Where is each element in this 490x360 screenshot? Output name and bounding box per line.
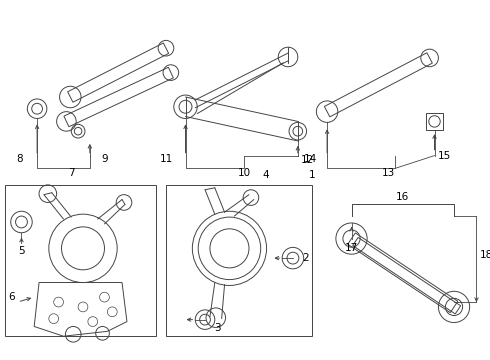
- Text: 18: 18: [480, 250, 490, 260]
- Text: 17: 17: [345, 243, 358, 253]
- Text: 12: 12: [301, 156, 314, 166]
- Bar: [166, 185, 313, 336]
- Text: 15: 15: [438, 150, 451, 161]
- Text: 1: 1: [309, 170, 316, 180]
- Text: 10: 10: [238, 168, 251, 178]
- Text: 2: 2: [302, 253, 309, 263]
- Text: 5: 5: [18, 246, 25, 256]
- Text: 13: 13: [382, 168, 395, 178]
- Text: 6: 6: [8, 292, 15, 302]
- Bar: [426, 113, 443, 130]
- Text: 11: 11: [159, 153, 172, 163]
- Text: 14: 14: [304, 153, 317, 163]
- Text: 8: 8: [16, 153, 23, 163]
- Text: 9: 9: [101, 153, 108, 163]
- Text: 16: 16: [395, 192, 409, 202]
- Bar: [5, 185, 156, 336]
- Text: 3: 3: [215, 323, 221, 333]
- Text: 7: 7: [68, 168, 74, 178]
- Text: 4: 4: [262, 170, 269, 180]
